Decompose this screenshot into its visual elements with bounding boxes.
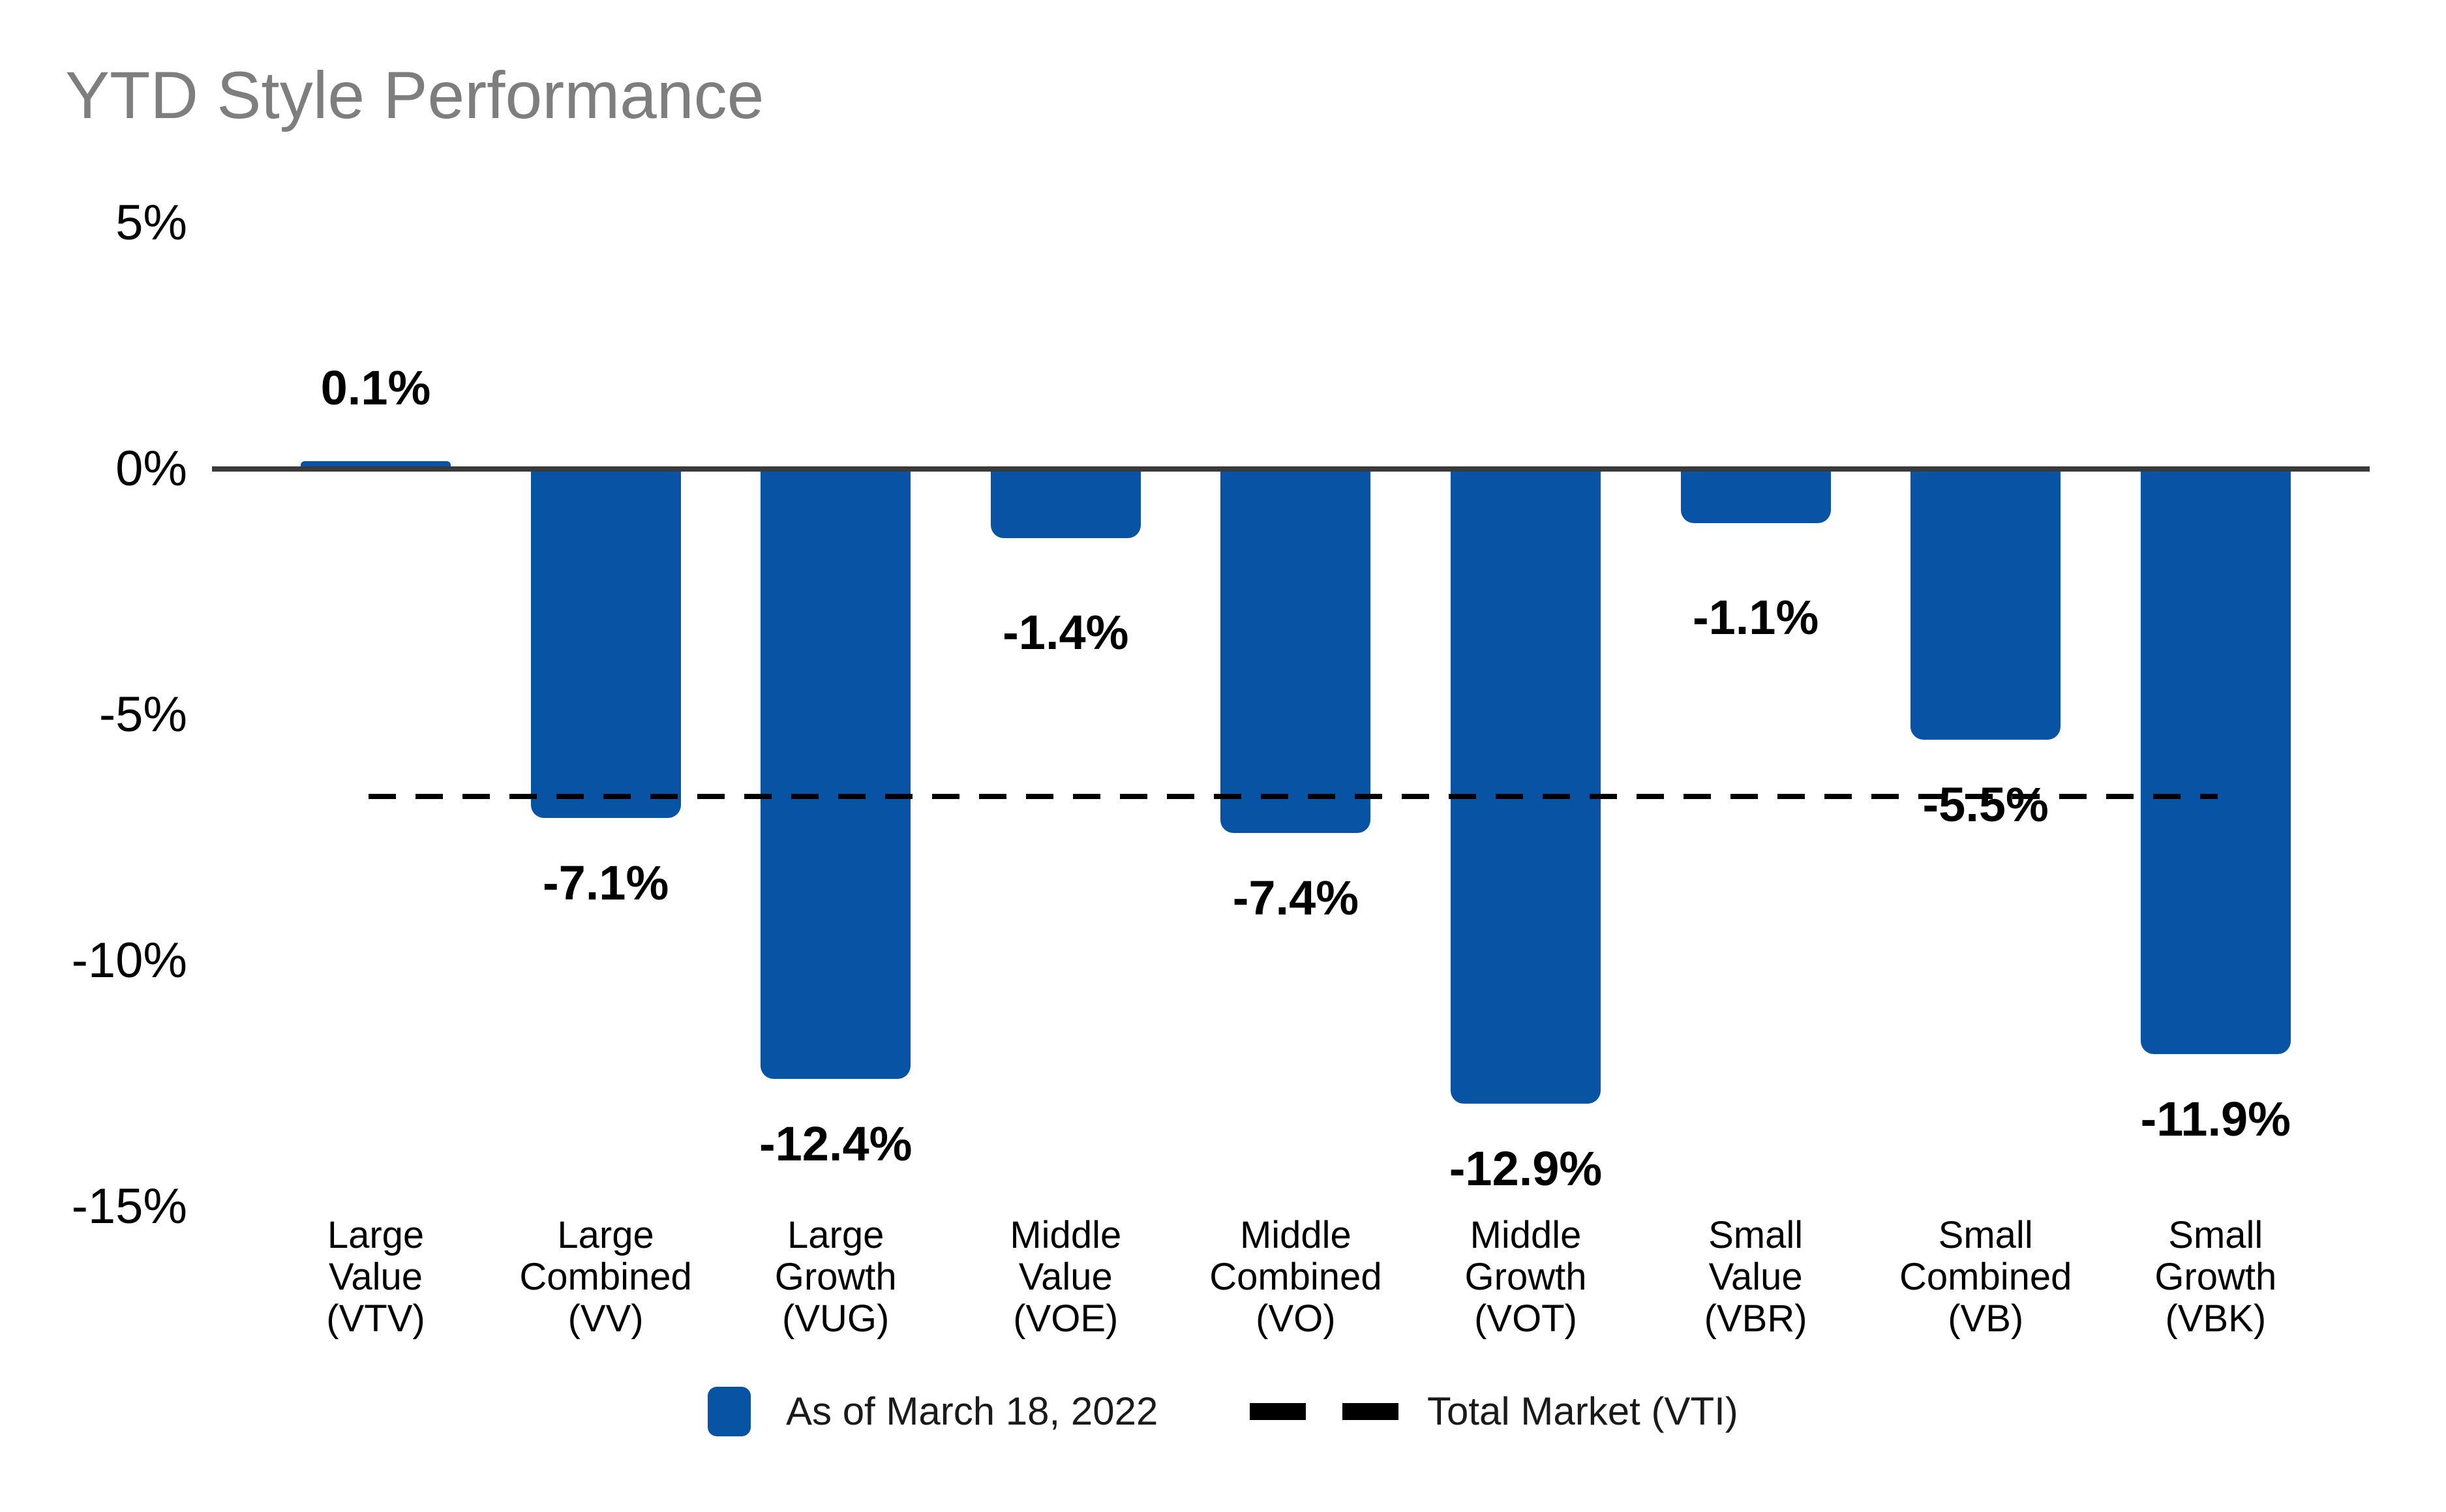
y-tick-label: 0%	[115, 441, 187, 496]
y-tick-label: -10%	[71, 933, 187, 988]
bar-value-label: -7.1%	[542, 856, 669, 910]
bar	[1451, 469, 1601, 1104]
zero-axis-line	[212, 466, 2370, 472]
bar	[530, 469, 681, 818]
bar-value-label: -12.9%	[1449, 1142, 1603, 1196]
legend-series-label: As of March 18, 2022	[786, 1389, 1158, 1433]
legend-dash-icon	[1342, 1403, 1398, 1420]
total-market-dashed-line	[369, 794, 2218, 799]
y-tick-label: -15%	[71, 1179, 187, 1234]
bar-value-label: 0.1%	[320, 361, 431, 415]
bar-value-label: -11.9%	[2140, 1092, 2291, 1146]
bar	[1220, 469, 1371, 833]
category-label: Small Growth (VBK)	[2154, 1214, 2277, 1340]
bar-value-label: -5.5%	[1922, 778, 2049, 832]
bar	[1680, 469, 1831, 523]
category-label: Middle Combined (VO)	[1209, 1214, 1382, 1340]
category-label: Middle Growth (VOT)	[1464, 1214, 1587, 1340]
category-label: Middle Value (VOE)	[1010, 1214, 1122, 1340]
category-label: Large Growth (VUG)	[774, 1214, 897, 1340]
category-label: Small Value (VBR)	[1704, 1214, 1807, 1340]
bar	[990, 469, 1141, 538]
bar	[2140, 469, 2291, 1054]
category-label: Small Combined (VB)	[1899, 1214, 2072, 1340]
chart-title: YTD Style Performance	[65, 58, 764, 132]
bar-value-label: -1.4%	[1003, 605, 1129, 659]
category-label: Large Value (VTV)	[326, 1214, 425, 1340]
bar-value-label: -1.1%	[1692, 590, 1819, 644]
category-label: Large Combined (VV)	[519, 1214, 692, 1340]
y-tick-label: 5%	[115, 195, 187, 250]
bar	[1910, 469, 2061, 740]
bar-value-label: -7.4%	[1232, 871, 1359, 925]
y-tick-label: -5%	[98, 687, 187, 742]
bar	[761, 469, 911, 1079]
legend-bar-swatch	[708, 1387, 751, 1436]
legend-dash-icon	[1250, 1403, 1306, 1420]
bar-value-label: -12.4%	[759, 1117, 913, 1171]
legend-line-label: Total Market (VTI)	[1427, 1389, 1738, 1433]
